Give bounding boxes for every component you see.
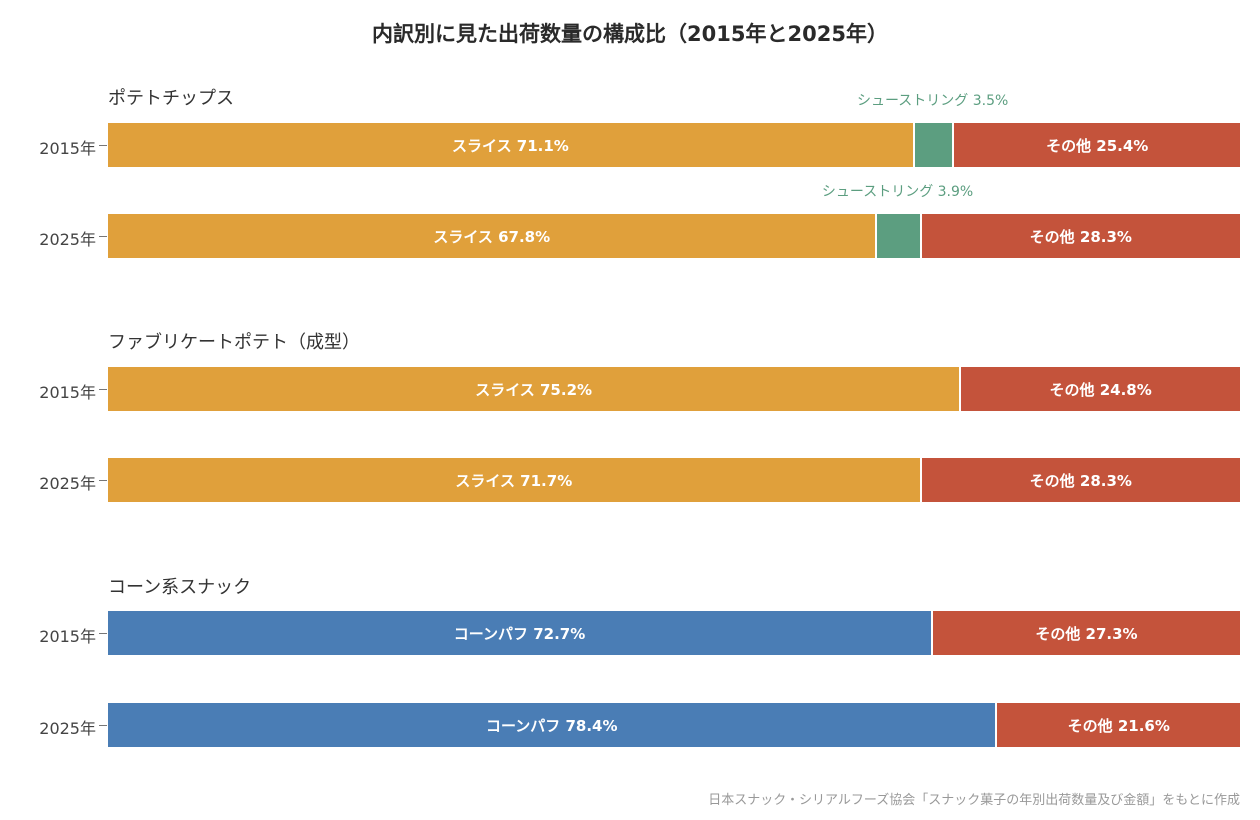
segment-label: スライス 71.7% (455, 471, 573, 490)
bar-segment: スライス 67.8% (108, 214, 876, 258)
bar-segment: コーンパフ 72.7% (108, 611, 931, 655)
group-title: ポテトチップス (108, 88, 234, 109)
bar-segment: その他 21.6% (995, 703, 1240, 747)
bar-segment: スライス 71.7% (108, 458, 920, 502)
segment-label: スライス 75.2% (475, 380, 593, 399)
row-label: 2015年 (39, 383, 96, 402)
segment-label: コーンパフ 78.4% (485, 716, 618, 735)
segment-label: コーンパフ 72.7% (453, 624, 586, 643)
segment-label: その他 27.3% (1035, 624, 1138, 643)
stacked-bar: スライス 75.2% その他 24.8% (108, 367, 1240, 411)
bar-segment: その他 24.8% (959, 367, 1240, 411)
segment-label-outside: シューストリング 3.9% (821, 184, 974, 200)
bar-segment (912, 123, 953, 167)
row-label: 2015年 (39, 139, 96, 158)
segment-label-outside: シューストリング 3.5% (856, 93, 1009, 109)
row-label: 2015年 (39, 627, 96, 646)
bar-segment: その他 27.3% (930, 611, 1240, 655)
stacked-bar: スライス 67.8% その他 28.3% (108, 214, 1240, 258)
bar-segment: コーンパフ 78.4% (108, 703, 996, 747)
row-label: 2025年 (39, 719, 96, 738)
bar-segment: その他 25.4% (952, 123, 1240, 167)
segment-label: その他 21.6% (1067, 716, 1170, 735)
bar-segment: スライス 71.1% (108, 123, 913, 167)
bar-segment: スライス 75.2% (108, 367, 960, 411)
group-title: コーン系スナック (108, 577, 252, 598)
stacked-bar: スライス 71.7% その他 28.3% (108, 458, 1240, 502)
bar-segment: その他 28.3% (919, 214, 1240, 258)
group-title: ファブリケートポテト（成型） (108, 332, 360, 353)
source-note: 日本スナック・シリアルフーズ協会「スナック菓子の年別出荷数量及び金額」をもとに作… (708, 793, 1240, 808)
row-label: 2025年 (39, 474, 96, 493)
row-label: 2025年 (39, 230, 96, 249)
axis-tick (99, 725, 107, 726)
bar-segment (875, 214, 920, 258)
segment-label: その他 24.8% (1049, 380, 1152, 399)
axis-tick (99, 236, 107, 237)
axis-tick (99, 480, 107, 481)
axis-tick (99, 145, 107, 146)
stacked-bar: コーンパフ 72.7% その他 27.3% (108, 611, 1240, 655)
chart-title: 内訳別に見た出荷数量の構成比（2015年と2025年） (372, 22, 888, 46)
stacked-bar: コーンパフ 78.4% その他 21.6% (108, 703, 1240, 747)
segment-label: その他 28.3% (1029, 471, 1132, 490)
segment-label: スライス 71.1% (452, 136, 569, 155)
axis-tick (99, 389, 107, 390)
stacked-bar: スライス 71.1% その他 25.4% (108, 123, 1240, 167)
segment-label: その他 25.4% (1046, 136, 1149, 155)
segment-label: その他 28.3% (1029, 227, 1132, 246)
segment-label: スライス 67.8% (433, 227, 551, 246)
axis-tick (99, 633, 107, 634)
bar-segment: その他 28.3% (919, 458, 1240, 502)
